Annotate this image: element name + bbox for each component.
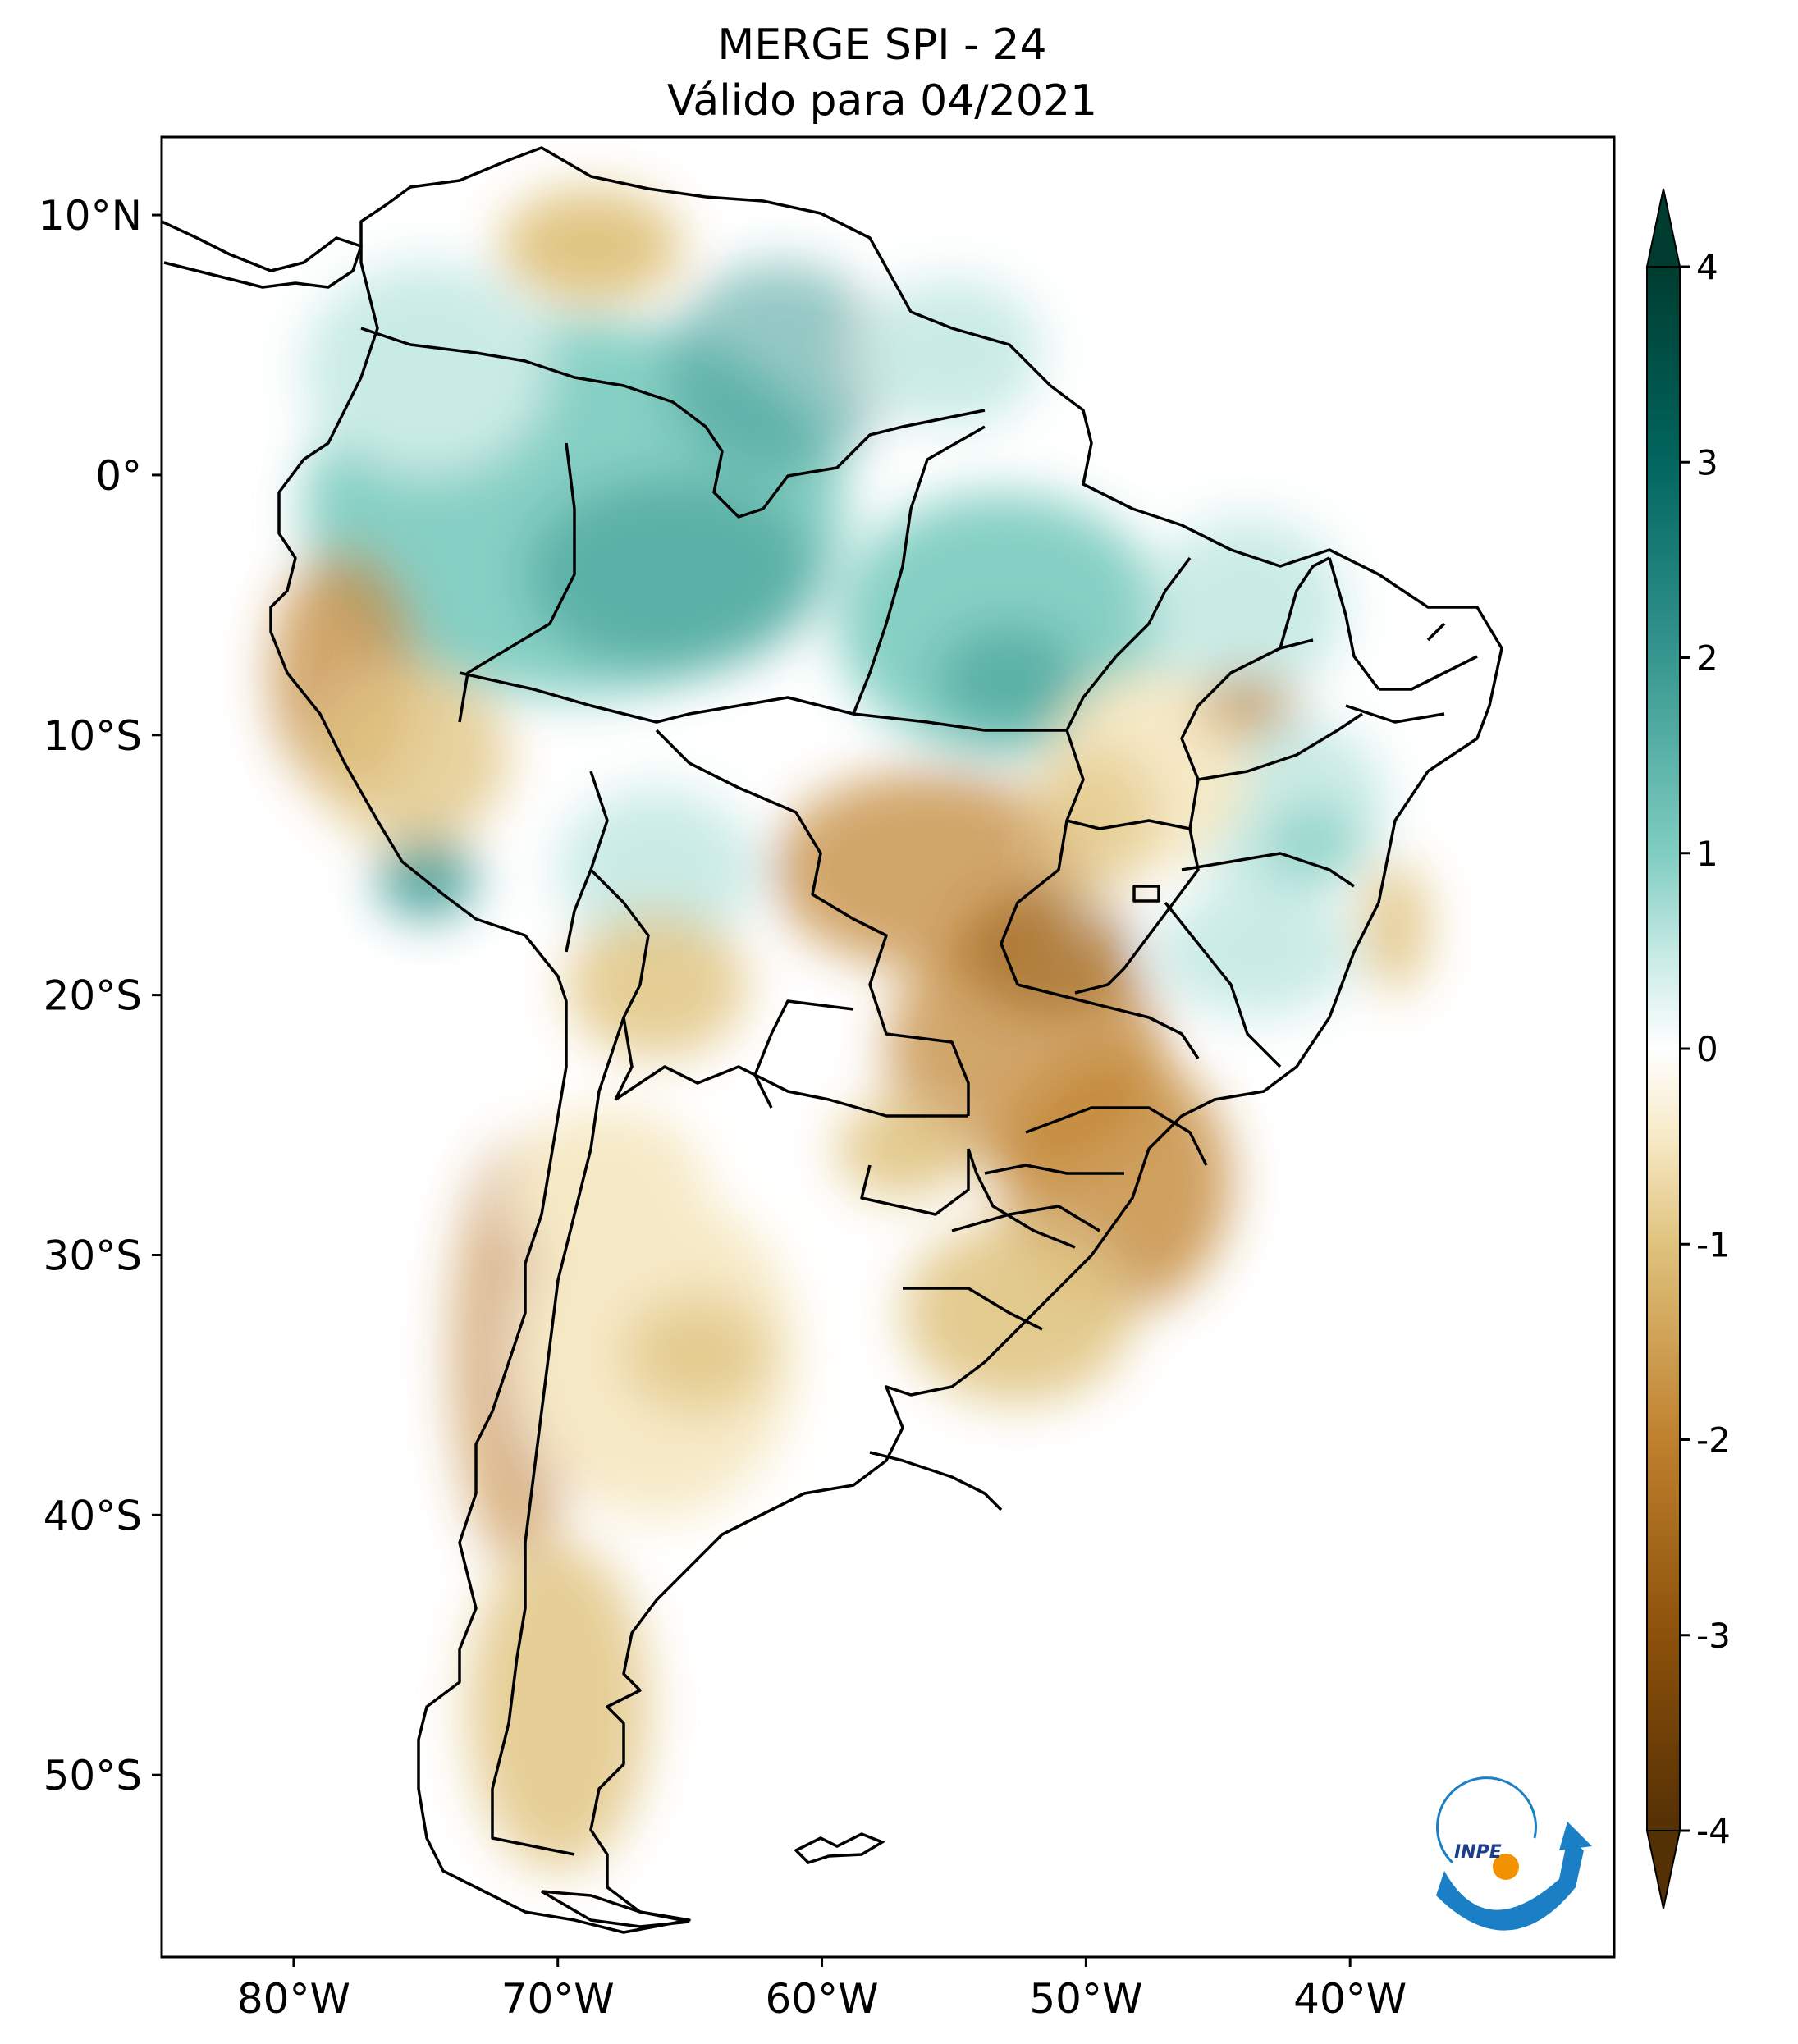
spi-field xyxy=(271,189,1428,1871)
colorbar-tick-label: -4 xyxy=(1696,1811,1731,1851)
colorbar-tick-label: 0 xyxy=(1696,1029,1718,1069)
islands xyxy=(541,1832,885,1928)
colorbar-extend-bottom xyxy=(1645,1830,1681,1909)
lat-tick-label: 40°S xyxy=(43,1492,142,1539)
lon-tick-label: 40°W xyxy=(1293,1975,1407,2023)
longitude-axis: 80°W 70°W 60°W 50°W 40°W xyxy=(237,1957,1407,2023)
colorbar-extend-top xyxy=(1645,188,1681,268)
lon-tick-label: 50°W xyxy=(1029,1975,1142,2023)
colorbar-tick-label: 2 xyxy=(1696,638,1718,679)
country-boundaries xyxy=(162,146,1503,1934)
lat-tick-label: 0° xyxy=(95,452,142,500)
map-panel: INPE xyxy=(162,137,1614,1957)
lat-tick-label: 30°S xyxy=(43,1232,142,1279)
lon-tick-label: 70°W xyxy=(501,1975,615,2023)
inpe-logo-text: INPE xyxy=(1454,1842,1502,1863)
colorbar: 4 3 2 1 0 -1 -2 -3 -4 xyxy=(1645,188,1731,1909)
map-frame xyxy=(160,135,1616,1959)
colorbar-ticks: 4 3 2 1 0 -1 -2 -3 -4 xyxy=(1680,247,1731,1851)
colorbar-tick-label: 4 xyxy=(1696,247,1718,287)
colorbar-tick-label: -1 xyxy=(1696,1224,1731,1264)
colorbar-tick-label: 3 xyxy=(1696,442,1718,482)
lat-tick-label: 50°S xyxy=(43,1752,142,1799)
lat-tick-label: 20°S xyxy=(43,972,142,1020)
map-title-line1: MERGE SPI - 24 xyxy=(717,21,1046,70)
lat-tick-label: 10°N xyxy=(39,192,142,240)
colorbar-body xyxy=(1646,266,1681,1831)
map-title-line2: Válido para 04/2021 xyxy=(667,76,1097,126)
colorbar-tick-label: -3 xyxy=(1696,1616,1731,1656)
latitude-axis: 10°N 0° 10°S 20°S 30°S 40°S 50°S xyxy=(39,192,162,1799)
colorbar-tick-label: 1 xyxy=(1696,834,1718,874)
colorbar-tick-label: -2 xyxy=(1696,1420,1731,1461)
lon-tick-label: 80°W xyxy=(237,1975,350,2023)
lat-tick-label: 10°S xyxy=(43,712,142,760)
inpe-logo: INPE xyxy=(1436,1776,1592,1931)
lon-tick-label: 60°W xyxy=(766,1975,879,2023)
